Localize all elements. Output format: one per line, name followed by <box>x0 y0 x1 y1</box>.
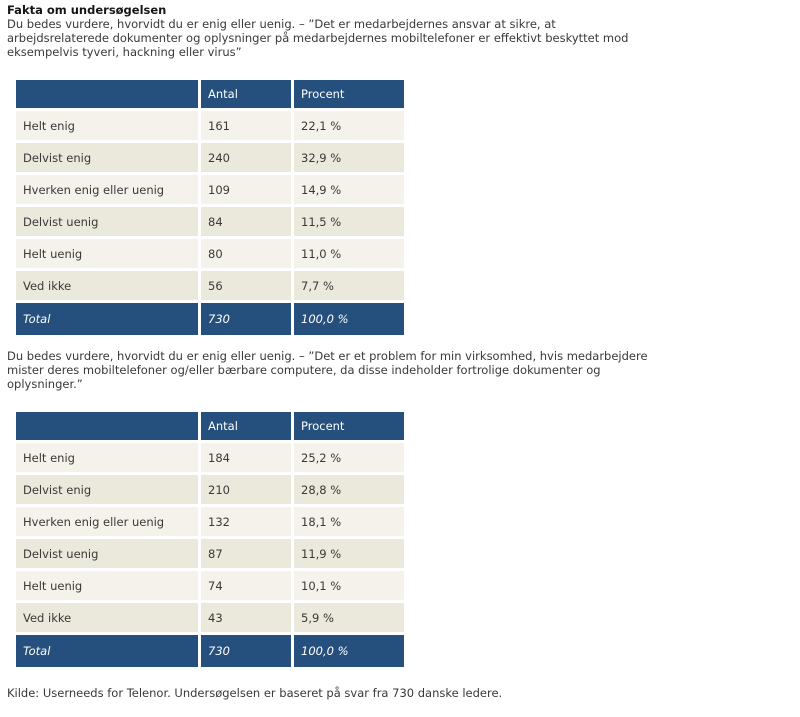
antal-value: 43 <box>201 603 291 632</box>
total-procent: 100,0 % <box>294 303 404 335</box>
answer-label: Helt uenig <box>16 239 198 268</box>
procent-value: 28,8 % <box>294 475 404 504</box>
antal-value: 161 <box>201 111 291 140</box>
col-header-empty <box>16 412 198 440</box>
table-row: Helt enig 161 22,1 % <box>16 111 404 140</box>
antal-value: 109 <box>201 175 291 204</box>
answer-label: Hverken enig eller uenig <box>16 507 198 536</box>
antal-value: 74 <box>201 571 291 600</box>
procent-value: 7,7 % <box>294 271 404 300</box>
results-table-1: Antal Procent Helt enig 161 22,1 % Delvist … <box>13 77 407 338</box>
answer-label: Hverken enig eller uenig <box>16 175 198 204</box>
table-header-row: Antal Procent <box>16 80 404 108</box>
answer-label: Delvist uenig <box>16 539 198 568</box>
table-row: Ved ikke 56 7,7 % <box>16 271 404 300</box>
table-body: Helt enig 184 25,2 % Delvist enig 210 28,8 % H… <box>16 443 404 632</box>
antal-value: 132 <box>201 507 291 536</box>
col-header-antal: Antal <box>201 412 291 440</box>
answer-label: Delvist uenig <box>16 207 198 236</box>
source-note: Kilde: Userneeds for Telenor. Undersøgel… <box>7 686 503 700</box>
answer-label: Delvist enig <box>16 475 198 504</box>
col-header-procent: Procent <box>294 412 404 440</box>
procent-value: 25,2 % <box>294 443 404 472</box>
total-label: Total <box>16 303 198 335</box>
table-row: Ved ikke 43 5,9 % <box>16 603 404 632</box>
antal-value: 210 <box>201 475 291 504</box>
table-row: Helt uenig 80 11,0 % <box>16 239 404 268</box>
table-row: Delvist enig 210 28,8 % <box>16 475 404 504</box>
col-header-antal: Antal <box>201 80 291 108</box>
answer-label: Ved ikke <box>16 603 198 632</box>
antal-value: 184 <box>201 443 291 472</box>
survey-question-2: Du bedes vurdere, hvorvidt du er enig el… <box>7 349 648 391</box>
antal-value: 87 <box>201 539 291 568</box>
table-row: Delvist uenig 84 11,5 % <box>16 207 404 236</box>
table-header-row: Antal Procent <box>16 412 404 440</box>
answer-label: Helt enig <box>16 111 198 140</box>
page-title: Fakta om undersøgelsen <box>7 3 167 17</box>
table-row: Delvist uenig 87 11,9 % <box>16 539 404 568</box>
antal-value: 80 <box>201 239 291 268</box>
procent-value: 11,5 % <box>294 207 404 236</box>
procent-value: 11,9 % <box>294 539 404 568</box>
answer-label: Delvist enig <box>16 143 198 172</box>
col-header-procent: Procent <box>294 80 404 108</box>
answer-label: Helt enig <box>16 443 198 472</box>
table-row: Helt enig 184 25,2 % <box>16 443 404 472</box>
procent-value: 11,0 % <box>294 239 404 268</box>
answer-label: Helt uenig <box>16 571 198 600</box>
antal-value: 56 <box>201 271 291 300</box>
total-procent: 100,0 % <box>294 635 404 667</box>
procent-value: 14,9 % <box>294 175 404 204</box>
total-label: Total <box>16 635 198 667</box>
col-header-empty <box>16 80 198 108</box>
total-row: Total 730 100,0 % <box>16 303 404 335</box>
total-row: Total 730 100,0 % <box>16 635 404 667</box>
table-row: Helt uenig 74 10,1 % <box>16 571 404 600</box>
table-body: Helt enig 161 22,1 % Delvist enig 240 32,9 % H… <box>16 111 404 300</box>
survey-question-1: Du bedes vurdere, hvorvidt du er enig el… <box>7 17 629 59</box>
antal-value: 240 <box>201 143 291 172</box>
procent-value: 22,1 % <box>294 111 404 140</box>
results-table-2: Antal Procent Helt enig 184 25,2 % Delvist … <box>13 409 407 670</box>
procent-value: 5,9 % <box>294 603 404 632</box>
procent-value: 32,9 % <box>294 143 404 172</box>
answer-label: Ved ikke <box>16 271 198 300</box>
table-row: Hverken enig eller uenig 109 14,9 % <box>16 175 404 204</box>
table-row: Delvist enig 240 32,9 % <box>16 143 404 172</box>
antal-value: 84 <box>201 207 291 236</box>
table-row: Hverken enig eller uenig 132 18,1 % <box>16 507 404 536</box>
procent-value: 18,1 % <box>294 507 404 536</box>
total-antal: 730 <box>201 635 291 667</box>
total-antal: 730 <box>201 303 291 335</box>
procent-value: 10,1 % <box>294 571 404 600</box>
